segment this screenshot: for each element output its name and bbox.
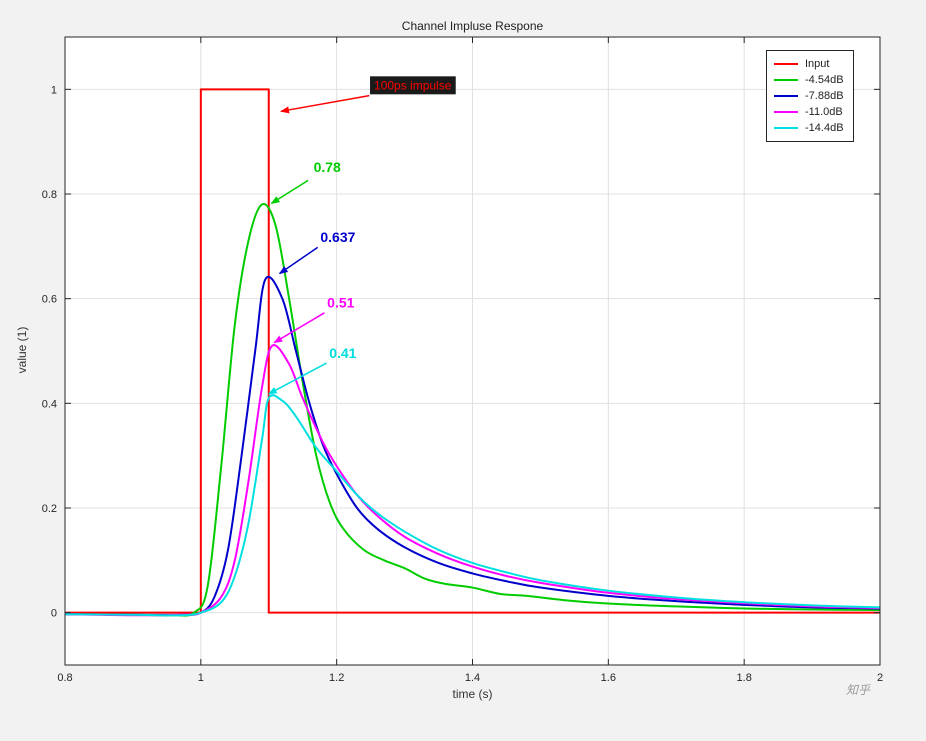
annotation-text: 0.51 bbox=[327, 295, 354, 311]
legend-entry: Input bbox=[774, 56, 844, 72]
legend: Input -4.54dB -7.88dB -11.0dB -14.4dB bbox=[766, 50, 854, 142]
legend-label: Input bbox=[805, 58, 830, 70]
legend-line-swatch bbox=[774, 79, 798, 81]
svg-text:0.8: 0.8 bbox=[42, 189, 57, 201]
svg-text:0.2: 0.2 bbox=[42, 503, 57, 515]
series-lines bbox=[65, 88, 880, 617]
tick-marks bbox=[64, 37, 881, 665]
legend-line-swatch bbox=[774, 127, 798, 129]
legend-line-swatch bbox=[774, 63, 798, 65]
annotation-text: 0.78 bbox=[314, 159, 341, 175]
annotations: 100ps impulse 0.78 0.637 0.51 0.41 bbox=[267, 76, 456, 395]
x-axis-label: time (s) bbox=[452, 687, 493, 701]
svg-text:0: 0 bbox=[51, 608, 57, 620]
legend-entry: -14.4dB bbox=[774, 120, 844, 136]
annotation-text: 0.637 bbox=[320, 229, 355, 245]
svg-text:0.6: 0.6 bbox=[42, 294, 57, 306]
legend-label: -7.88dB bbox=[805, 90, 844, 102]
annotation-arrow bbox=[278, 246, 319, 275]
chart-title: Channel Impluse Respone bbox=[401, 19, 544, 33]
svg-text:1.8: 1.8 bbox=[737, 672, 752, 684]
svg-text:0.4: 0.4 bbox=[42, 398, 57, 410]
svg-text:0.8: 0.8 bbox=[57, 672, 72, 684]
annotation-arrow bbox=[267, 362, 327, 395]
legend-entry: -11.0dB bbox=[774, 104, 844, 120]
series-line--14.4dB bbox=[65, 394, 880, 617]
watermark: 知乎 bbox=[846, 683, 871, 697]
series-line-Input bbox=[65, 88, 880, 614]
legend-label: -4.54dB bbox=[805, 74, 844, 86]
legend-entry: -4.54dB bbox=[774, 72, 844, 88]
annotation-text: 100ps impulse bbox=[374, 78, 452, 92]
svg-text:2: 2 bbox=[877, 672, 883, 684]
annotation-arrow bbox=[279, 94, 370, 114]
svg-text:1.6: 1.6 bbox=[601, 672, 616, 684]
legend-label: -14.4dB bbox=[805, 122, 844, 134]
series-line--11.0dB bbox=[65, 344, 880, 617]
tick-labels: 0.8 1 1.2 1.4 1.6 1.8 2 0 0.2 0.4 0.6 0.8 1 bbox=[42, 84, 883, 684]
legend-label: -11.0dB bbox=[805, 106, 843, 118]
legend-entry: -7.88dB bbox=[774, 88, 844, 104]
legend-line-swatch bbox=[774, 111, 798, 113]
legend-line-swatch bbox=[774, 95, 798, 97]
svg-text:1: 1 bbox=[51, 84, 57, 96]
series-line--7.88dB bbox=[65, 275, 880, 616]
y-axis-label: value (1) bbox=[15, 326, 29, 374]
annotation-text: 0.41 bbox=[329, 345, 356, 361]
svg-text:1.2: 1.2 bbox=[329, 672, 344, 684]
annotation-bg bbox=[370, 76, 456, 95]
annotation-arrow bbox=[270, 179, 309, 205]
annotation-arrow bbox=[273, 312, 325, 344]
svg-text:1.4: 1.4 bbox=[465, 672, 480, 684]
svg-text:1: 1 bbox=[198, 672, 204, 684]
series-line--4.54dB bbox=[65, 203, 880, 617]
